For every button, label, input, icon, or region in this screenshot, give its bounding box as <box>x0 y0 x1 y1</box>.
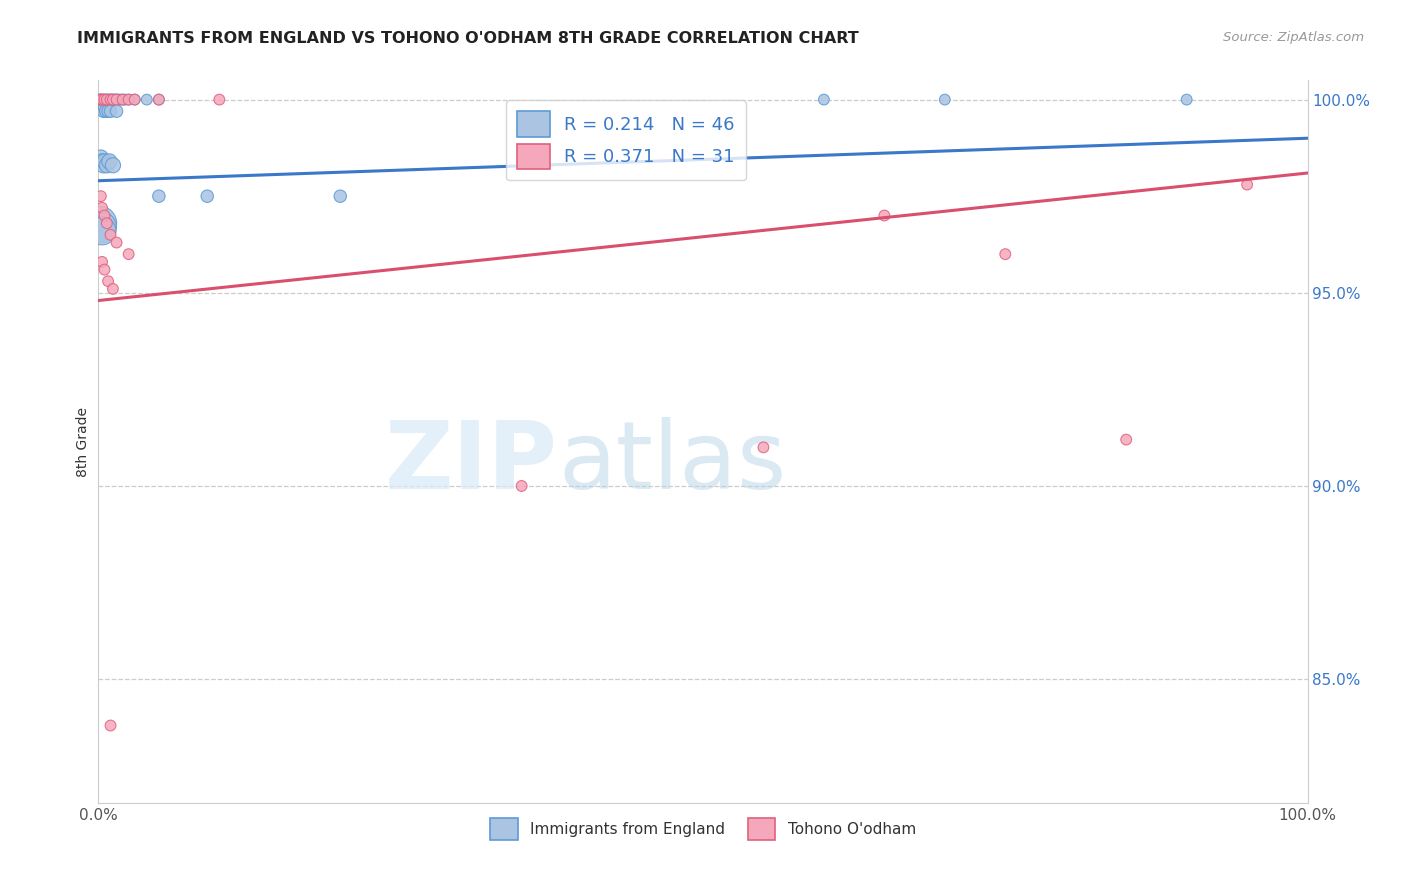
Point <box>97 274 120 288</box>
Point <box>994 247 1017 261</box>
Point <box>105 104 128 119</box>
Point <box>90 93 112 107</box>
Point <box>873 209 896 223</box>
Point <box>98 154 121 169</box>
Point <box>101 158 124 172</box>
Point <box>90 93 112 107</box>
Point <box>89 93 111 107</box>
Point <box>124 93 146 107</box>
Point <box>90 189 112 203</box>
Point <box>89 216 111 230</box>
Point <box>98 93 121 107</box>
Point <box>94 104 117 119</box>
Point <box>1115 433 1137 447</box>
Point <box>91 100 114 114</box>
Point <box>105 93 128 107</box>
Point <box>104 93 127 107</box>
Point <box>118 93 141 107</box>
Point <box>118 93 141 107</box>
Point <box>93 93 115 107</box>
Point <box>108 93 131 107</box>
Point <box>91 93 114 107</box>
Point <box>148 189 170 203</box>
Point <box>89 93 111 107</box>
Point <box>93 154 115 169</box>
Point <box>135 93 157 107</box>
Point <box>124 93 146 107</box>
Point <box>752 440 775 454</box>
Point <box>91 104 114 119</box>
Point <box>114 93 136 107</box>
Point <box>100 93 122 107</box>
Text: atlas: atlas <box>558 417 786 509</box>
Point <box>101 93 124 107</box>
Point <box>148 93 170 107</box>
Point <box>148 93 170 107</box>
Point <box>96 216 118 230</box>
Point <box>100 93 122 107</box>
Point <box>1236 178 1258 192</box>
Point <box>101 93 124 107</box>
Point <box>97 104 120 119</box>
Point <box>91 93 114 107</box>
Point <box>91 93 114 107</box>
Point <box>329 189 352 203</box>
Point <box>100 104 122 119</box>
Point <box>96 93 118 107</box>
Point <box>96 93 118 107</box>
Point <box>93 209 115 223</box>
Point <box>90 220 112 235</box>
Point <box>105 235 128 250</box>
Text: ZIP: ZIP <box>385 417 558 509</box>
Point <box>101 282 124 296</box>
Point <box>105 93 128 107</box>
Point <box>111 93 134 107</box>
Point <box>103 93 125 107</box>
Point <box>97 93 120 107</box>
Point <box>195 189 218 203</box>
Point <box>100 227 122 242</box>
Point <box>208 93 231 107</box>
Point <box>934 93 956 107</box>
Point <box>90 151 112 165</box>
Point <box>91 154 114 169</box>
Point <box>111 93 134 107</box>
Point <box>510 479 533 493</box>
Point <box>93 93 115 107</box>
Point <box>93 100 115 114</box>
Point <box>100 93 122 107</box>
Point <box>107 93 129 107</box>
Point <box>118 247 141 261</box>
Point <box>100 718 122 732</box>
Point <box>813 93 835 107</box>
Point <box>91 158 114 172</box>
Legend: Immigrants from England, Tohono O'odham: Immigrants from England, Tohono O'odham <box>484 812 922 846</box>
Text: IMMIGRANTS FROM ENGLAND VS TOHONO O'ODHAM 8TH GRADE CORRELATION CHART: IMMIGRANTS FROM ENGLAND VS TOHONO O'ODHA… <box>77 31 859 46</box>
Point <box>91 224 114 238</box>
Point <box>91 201 114 215</box>
Point <box>1175 93 1198 107</box>
Point <box>94 93 117 107</box>
Text: Source: ZipAtlas.com: Source: ZipAtlas.com <box>1223 31 1364 45</box>
Point <box>91 255 114 269</box>
Point <box>96 158 118 172</box>
Point <box>93 262 115 277</box>
Y-axis label: 8th Grade: 8th Grade <box>76 407 90 476</box>
